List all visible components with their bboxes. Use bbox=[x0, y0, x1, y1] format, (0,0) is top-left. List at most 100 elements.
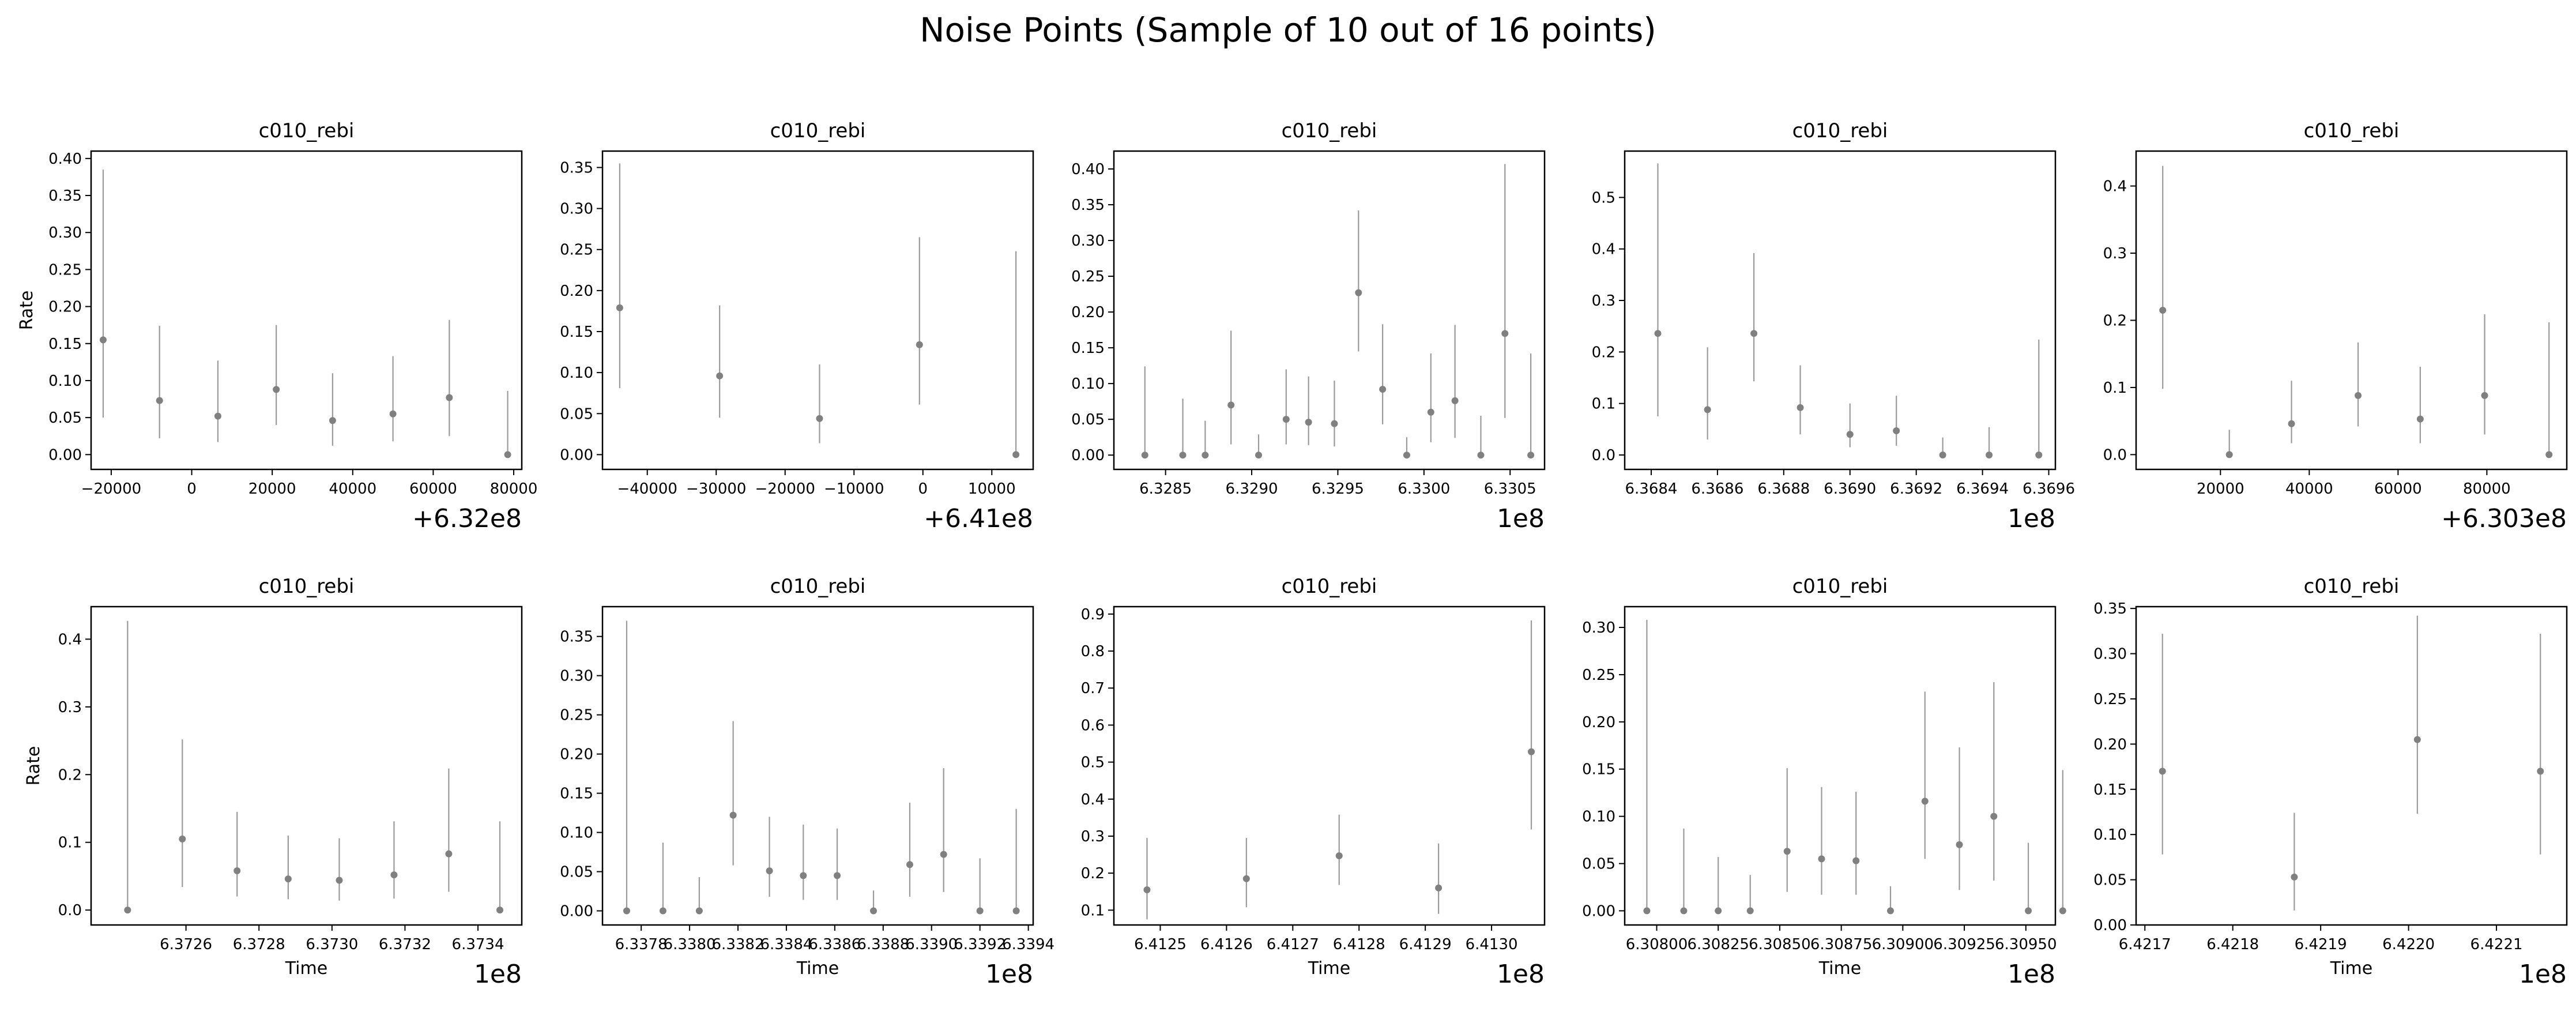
plot-frame bbox=[2135, 605, 2568, 926]
y-tick-label: 0.05 bbox=[560, 405, 593, 423]
plot-frame bbox=[90, 605, 523, 926]
x-tick-label: −20000 bbox=[81, 480, 142, 498]
x-tick-label: 6.30925 bbox=[1933, 936, 1995, 953]
subplot-title: c010_rebi bbox=[770, 119, 866, 142]
x-tick-label: 6.4221 bbox=[2470, 936, 2523, 953]
y-tick-label: 0.10 bbox=[1071, 375, 1105, 393]
x-tick-label: 6.4127 bbox=[1267, 936, 1319, 953]
y-tick-label: 0.4 bbox=[1081, 791, 1105, 808]
x-axis-label: Time bbox=[1308, 958, 1350, 979]
data-point bbox=[659, 907, 666, 915]
x-tick-label: 6.30800 bbox=[1626, 936, 1688, 953]
x-offset-label: 1e8 bbox=[985, 960, 1033, 989]
subplot-title: c010_rebi bbox=[1282, 119, 1377, 142]
x-tick-label: 6.3378 bbox=[615, 936, 668, 953]
x-tick-label: 6.4129 bbox=[1399, 936, 1452, 953]
data-point bbox=[1335, 852, 1343, 859]
y-tick-label: 0.25 bbox=[1582, 667, 1615, 684]
data-point bbox=[2537, 768, 2544, 775]
data-point bbox=[1680, 907, 1688, 915]
y-tick-label: 0.00 bbox=[1071, 447, 1105, 464]
subplot-title: c010_rebi bbox=[1282, 575, 1377, 598]
y-tick-label: 0.25 bbox=[560, 242, 593, 259]
x-tick-label: 6.3688 bbox=[1757, 480, 1810, 498]
y-tick-label: 0.3 bbox=[1081, 828, 1105, 845]
y-tick-label: 0.2 bbox=[2103, 312, 2127, 329]
y-tick-label: 0.2 bbox=[58, 766, 82, 784]
subplot-1: −20000 0 20000 40000 60000 80000 0.00 0.05 0.10 0… bbox=[17, 119, 537, 533]
plot-frame bbox=[90, 150, 523, 471]
y-tick-label: 0.10 bbox=[560, 825, 593, 842]
data-point bbox=[445, 850, 453, 857]
y-tick-label: 0.10 bbox=[2093, 826, 2127, 844]
subplot-title: c010_rebi bbox=[2304, 575, 2400, 598]
y-tick-label: 0.00 bbox=[560, 903, 593, 920]
data-point bbox=[1893, 427, 1900, 435]
data-point bbox=[214, 412, 221, 420]
subplot-3: 6.3285 6.3290 6.3295 6.3300 6.3305 0.00 0.05 0.… bbox=[1071, 119, 1546, 533]
x-tick-label: 6.3694 bbox=[1956, 480, 2009, 498]
data-point bbox=[2413, 736, 2421, 743]
data-point bbox=[2159, 307, 2167, 314]
data-point bbox=[1643, 907, 1651, 915]
x-tick-label: 6.3382 bbox=[712, 936, 764, 953]
data-point bbox=[1956, 841, 1963, 848]
y-tick-label: 0.20 bbox=[1071, 304, 1105, 321]
x-tick-label: 6.3730 bbox=[306, 936, 358, 953]
data-point bbox=[623, 907, 630, 915]
x-offset-label: 1e8 bbox=[2008, 504, 2055, 533]
data-point bbox=[2355, 392, 2362, 399]
y-tick-label: 0.30 bbox=[2093, 646, 2127, 663]
x-offset-label: 1e8 bbox=[474, 960, 522, 989]
x-tick-label: 6.4126 bbox=[1200, 936, 1253, 953]
data-point bbox=[284, 875, 292, 883]
y-tick-label: 0.4 bbox=[58, 631, 82, 648]
data-point bbox=[1921, 798, 1929, 805]
x-tick-label: 6.3732 bbox=[379, 936, 431, 953]
data-point bbox=[1818, 855, 1825, 863]
subplot-6: 6.3726 6.3728 6.3730 6.3732 6.3734 0.0 0.1 0.2 0… bbox=[24, 575, 523, 989]
y-tick-label: 0.4 bbox=[2103, 178, 2127, 195]
data-point bbox=[1403, 452, 1410, 459]
plot-frame bbox=[1113, 150, 1546, 471]
data-point bbox=[1986, 451, 1993, 458]
x-tick-label: 80000 bbox=[490, 480, 538, 498]
data-point bbox=[1202, 452, 1209, 459]
data-point bbox=[1939, 451, 1946, 458]
x-tick-label: 6.3300 bbox=[1398, 480, 1450, 498]
y-tick-label: 0.40 bbox=[1071, 161, 1105, 178]
y-tick-label: 0.25 bbox=[2093, 691, 2127, 708]
data-point bbox=[916, 341, 923, 348]
data-point bbox=[1852, 857, 1860, 864]
y-tick-label: 0.15 bbox=[48, 336, 82, 353]
data-point bbox=[2416, 415, 2424, 423]
x-tick-label: 6.3380 bbox=[664, 936, 716, 953]
data-point bbox=[389, 410, 397, 418]
plot-frame bbox=[1113, 605, 1546, 926]
x-tick-label: 6.3692 bbox=[1890, 480, 1942, 498]
x-tick-label: 6.3305 bbox=[1484, 480, 1536, 498]
x-tick-label: 40000 bbox=[329, 480, 376, 498]
x-tick-label: 6.3686 bbox=[1691, 480, 1743, 498]
y-tick-label: 0.2 bbox=[1592, 344, 1615, 361]
y-tick-label: 0.05 bbox=[1071, 411, 1105, 428]
data-point bbox=[1704, 406, 1711, 413]
data-point bbox=[2288, 420, 2295, 427]
x-tick-label: 6.3390 bbox=[905, 936, 958, 953]
data-point bbox=[446, 394, 453, 401]
data-point bbox=[234, 867, 241, 875]
y-tick-label: 0.20 bbox=[1582, 714, 1615, 731]
data-point bbox=[616, 304, 623, 311]
data-point bbox=[1451, 397, 1459, 404]
data-point bbox=[2481, 392, 2488, 399]
data-point bbox=[1527, 452, 1535, 459]
y-tick-label: 0.3 bbox=[2103, 245, 2127, 262]
y-tick-label: 0.6 bbox=[1081, 717, 1105, 734]
y-tick-label: 0.9 bbox=[1081, 606, 1105, 623]
subplot-8: 6.4125 6.4126 6.4127 6.4128 6.4129 6.4130 0.1 0… bbox=[1081, 575, 1546, 989]
y-tick-label: 0.05 bbox=[48, 409, 82, 427]
x-tick-label: 6.30850 bbox=[1749, 936, 1811, 953]
data-point bbox=[1435, 884, 1443, 892]
data-point bbox=[1990, 813, 1998, 820]
data-point bbox=[816, 415, 823, 422]
